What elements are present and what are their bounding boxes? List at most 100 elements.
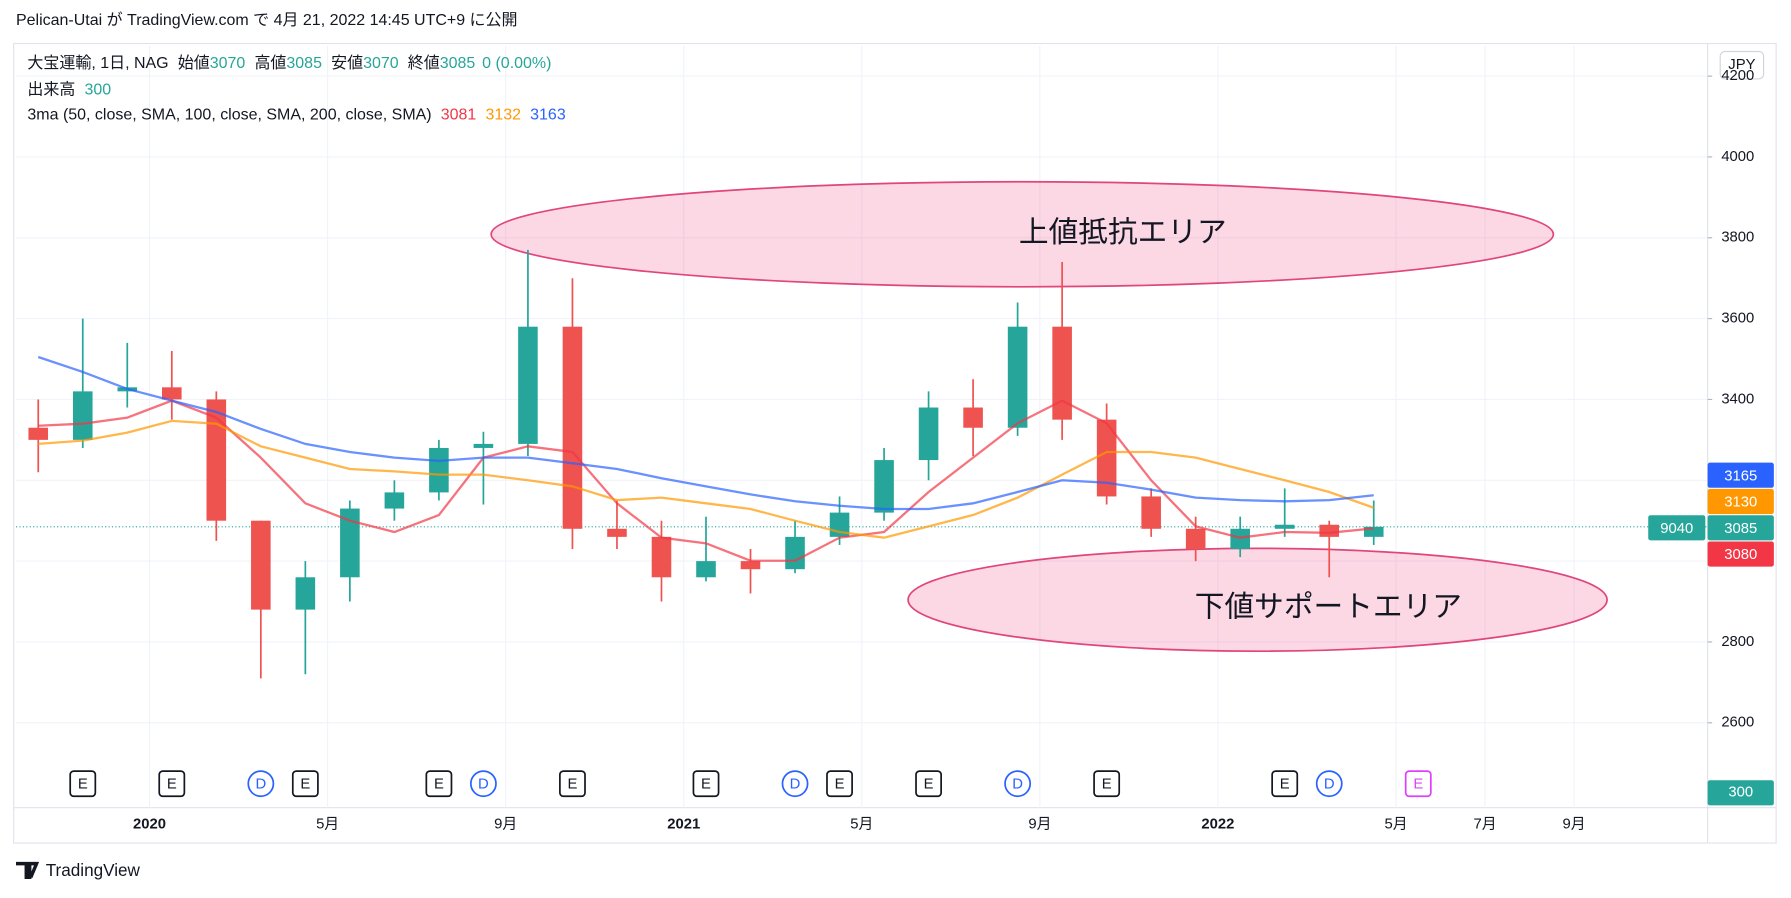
candle-body (1319, 524, 1340, 537)
volume-label: 300 (1728, 785, 1753, 801)
x-tick-label: 5月 (1384, 817, 1407, 833)
candle-body (1274, 524, 1295, 529)
event-label: E (835, 777, 845, 793)
event-label: D (255, 777, 266, 793)
event-label: E (78, 777, 88, 793)
event-label: E (167, 777, 177, 793)
candle-body (963, 407, 983, 428)
volume-title: 出来高 (27, 81, 75, 99)
y-tick-label: 2600 (1721, 715, 1754, 731)
candle-body (28, 427, 49, 440)
candle-body (1052, 326, 1072, 420)
event-label: E (1280, 777, 1290, 793)
indicator-value: 3163 (530, 107, 566, 124)
candle-body (785, 536, 805, 570)
candle-body (384, 492, 405, 509)
x-tick-label: 5月 (850, 817, 873, 833)
footer: TradingView (46, 860, 141, 880)
legend: 大宝運輸, 1日, NAG 始値3070 高値3085 安値3070 終値3085 0 (… (27, 54, 565, 123)
dividend-marker (1315, 770, 1343, 798)
candle-body (1141, 496, 1161, 529)
price-label: 3080 (1724, 547, 1757, 563)
ma-line (37, 355, 1374, 511)
currency-box (1719, 50, 1765, 80)
price-label-box (1707, 488, 1774, 515)
dividend-marker (247, 770, 275, 798)
ohlc-label: 終値 (408, 54, 440, 72)
support-area (907, 547, 1608, 653)
ohlc-value: 3070 (210, 55, 246, 72)
y-tick-label: 3600 (1721, 311, 1754, 327)
candle-body (162, 387, 182, 400)
x-tick-label: 5月 (316, 817, 339, 833)
event-label: E (300, 777, 310, 793)
logo (15, 861, 40, 880)
price-label-box (1707, 541, 1774, 567)
x-tick-label: 2022 (1201, 817, 1234, 833)
earnings-marker (1093, 770, 1121, 798)
earnings-marker (559, 770, 586, 798)
earnings-marker (291, 770, 319, 798)
grid (15, 45, 1708, 808)
indicator-value: 3081 (441, 107, 477, 124)
candle-body (429, 447, 449, 493)
event-label: E (568, 777, 578, 793)
candle-body (340, 508, 360, 578)
earnings-marker (915, 770, 943, 798)
resistance-area (490, 180, 1555, 288)
candle-body (206, 399, 227, 521)
volume-legend: 出来高 300 (27, 81, 111, 99)
earnings-marker (692, 770, 720, 798)
candle-body (651, 536, 672, 578)
ohlc-value: 3085 (440, 55, 476, 72)
price-label: 3130 (1724, 495, 1757, 511)
dividend-marker (781, 770, 809, 798)
candle-body (874, 460, 894, 513)
event-label: E (701, 777, 711, 793)
indicator-title: 3ma (50, close, SMA, 100, close, SMA, 20… (27, 107, 431, 124)
x-tick-label: 2020 (133, 817, 166, 833)
y-tick-label: 4000 (1721, 149, 1754, 165)
ma-line (38, 399, 1374, 562)
symbol: 大宝運輸, 1日, NAG (27, 54, 168, 72)
indicator-value: 3132 (485, 107, 521, 124)
countdown: 9040 (1660, 521, 1693, 537)
earnings-marker (1271, 770, 1299, 798)
x-tick-label: 9月 (494, 817, 517, 833)
plot-area: 上値抵抗エリア 下値サポートエリア E E D E E D E E D E E D E E D E (15, 180, 1708, 798)
price-label-box (1707, 515, 1774, 541)
event-label: D (478, 777, 489, 793)
candle-body (1185, 528, 1206, 549)
ohlc-label: 高値 (254, 54, 286, 72)
earnings-marker (158, 770, 186, 798)
event-label: E (434, 777, 444, 793)
event-label: E (924, 777, 934, 793)
event-label: D (1012, 777, 1023, 793)
event-label: D (790, 777, 801, 793)
x-tick-label: 2021 (667, 817, 700, 833)
dividend-marker (1004, 770, 1032, 798)
caption: Pelican-Utai が TradingView.com で 4月 21, … (16, 11, 518, 29)
change: 0 (0.00%) (482, 55, 551, 72)
candle-body (1230, 528, 1250, 549)
earnings-marker (826, 770, 853, 798)
earnings-marker (1404, 770, 1432, 798)
indicator-legend: 3ma (50, close, SMA, 100, close, SMA, 20… (27, 107, 565, 124)
event-label: D (1324, 777, 1335, 793)
y-tick-label: 3400 (1721, 391, 1754, 407)
annotation: 上値抵抗エリア (1019, 216, 1227, 249)
currency: JPY (1728, 57, 1755, 73)
volume-value: 300 (85, 82, 112, 99)
candle-body (918, 407, 939, 461)
candle-body (295, 577, 316, 610)
candle-body (72, 391, 93, 440)
earnings-marker (425, 770, 453, 798)
price-label-box (1707, 462, 1774, 488)
candle-body (1007, 326, 1028, 428)
ohlc-value: 3085 (286, 55, 322, 72)
ohlc-label: 安値 (331, 54, 363, 72)
candle-body (562, 326, 583, 529)
y-tick-label: 2800 (1721, 634, 1754, 650)
